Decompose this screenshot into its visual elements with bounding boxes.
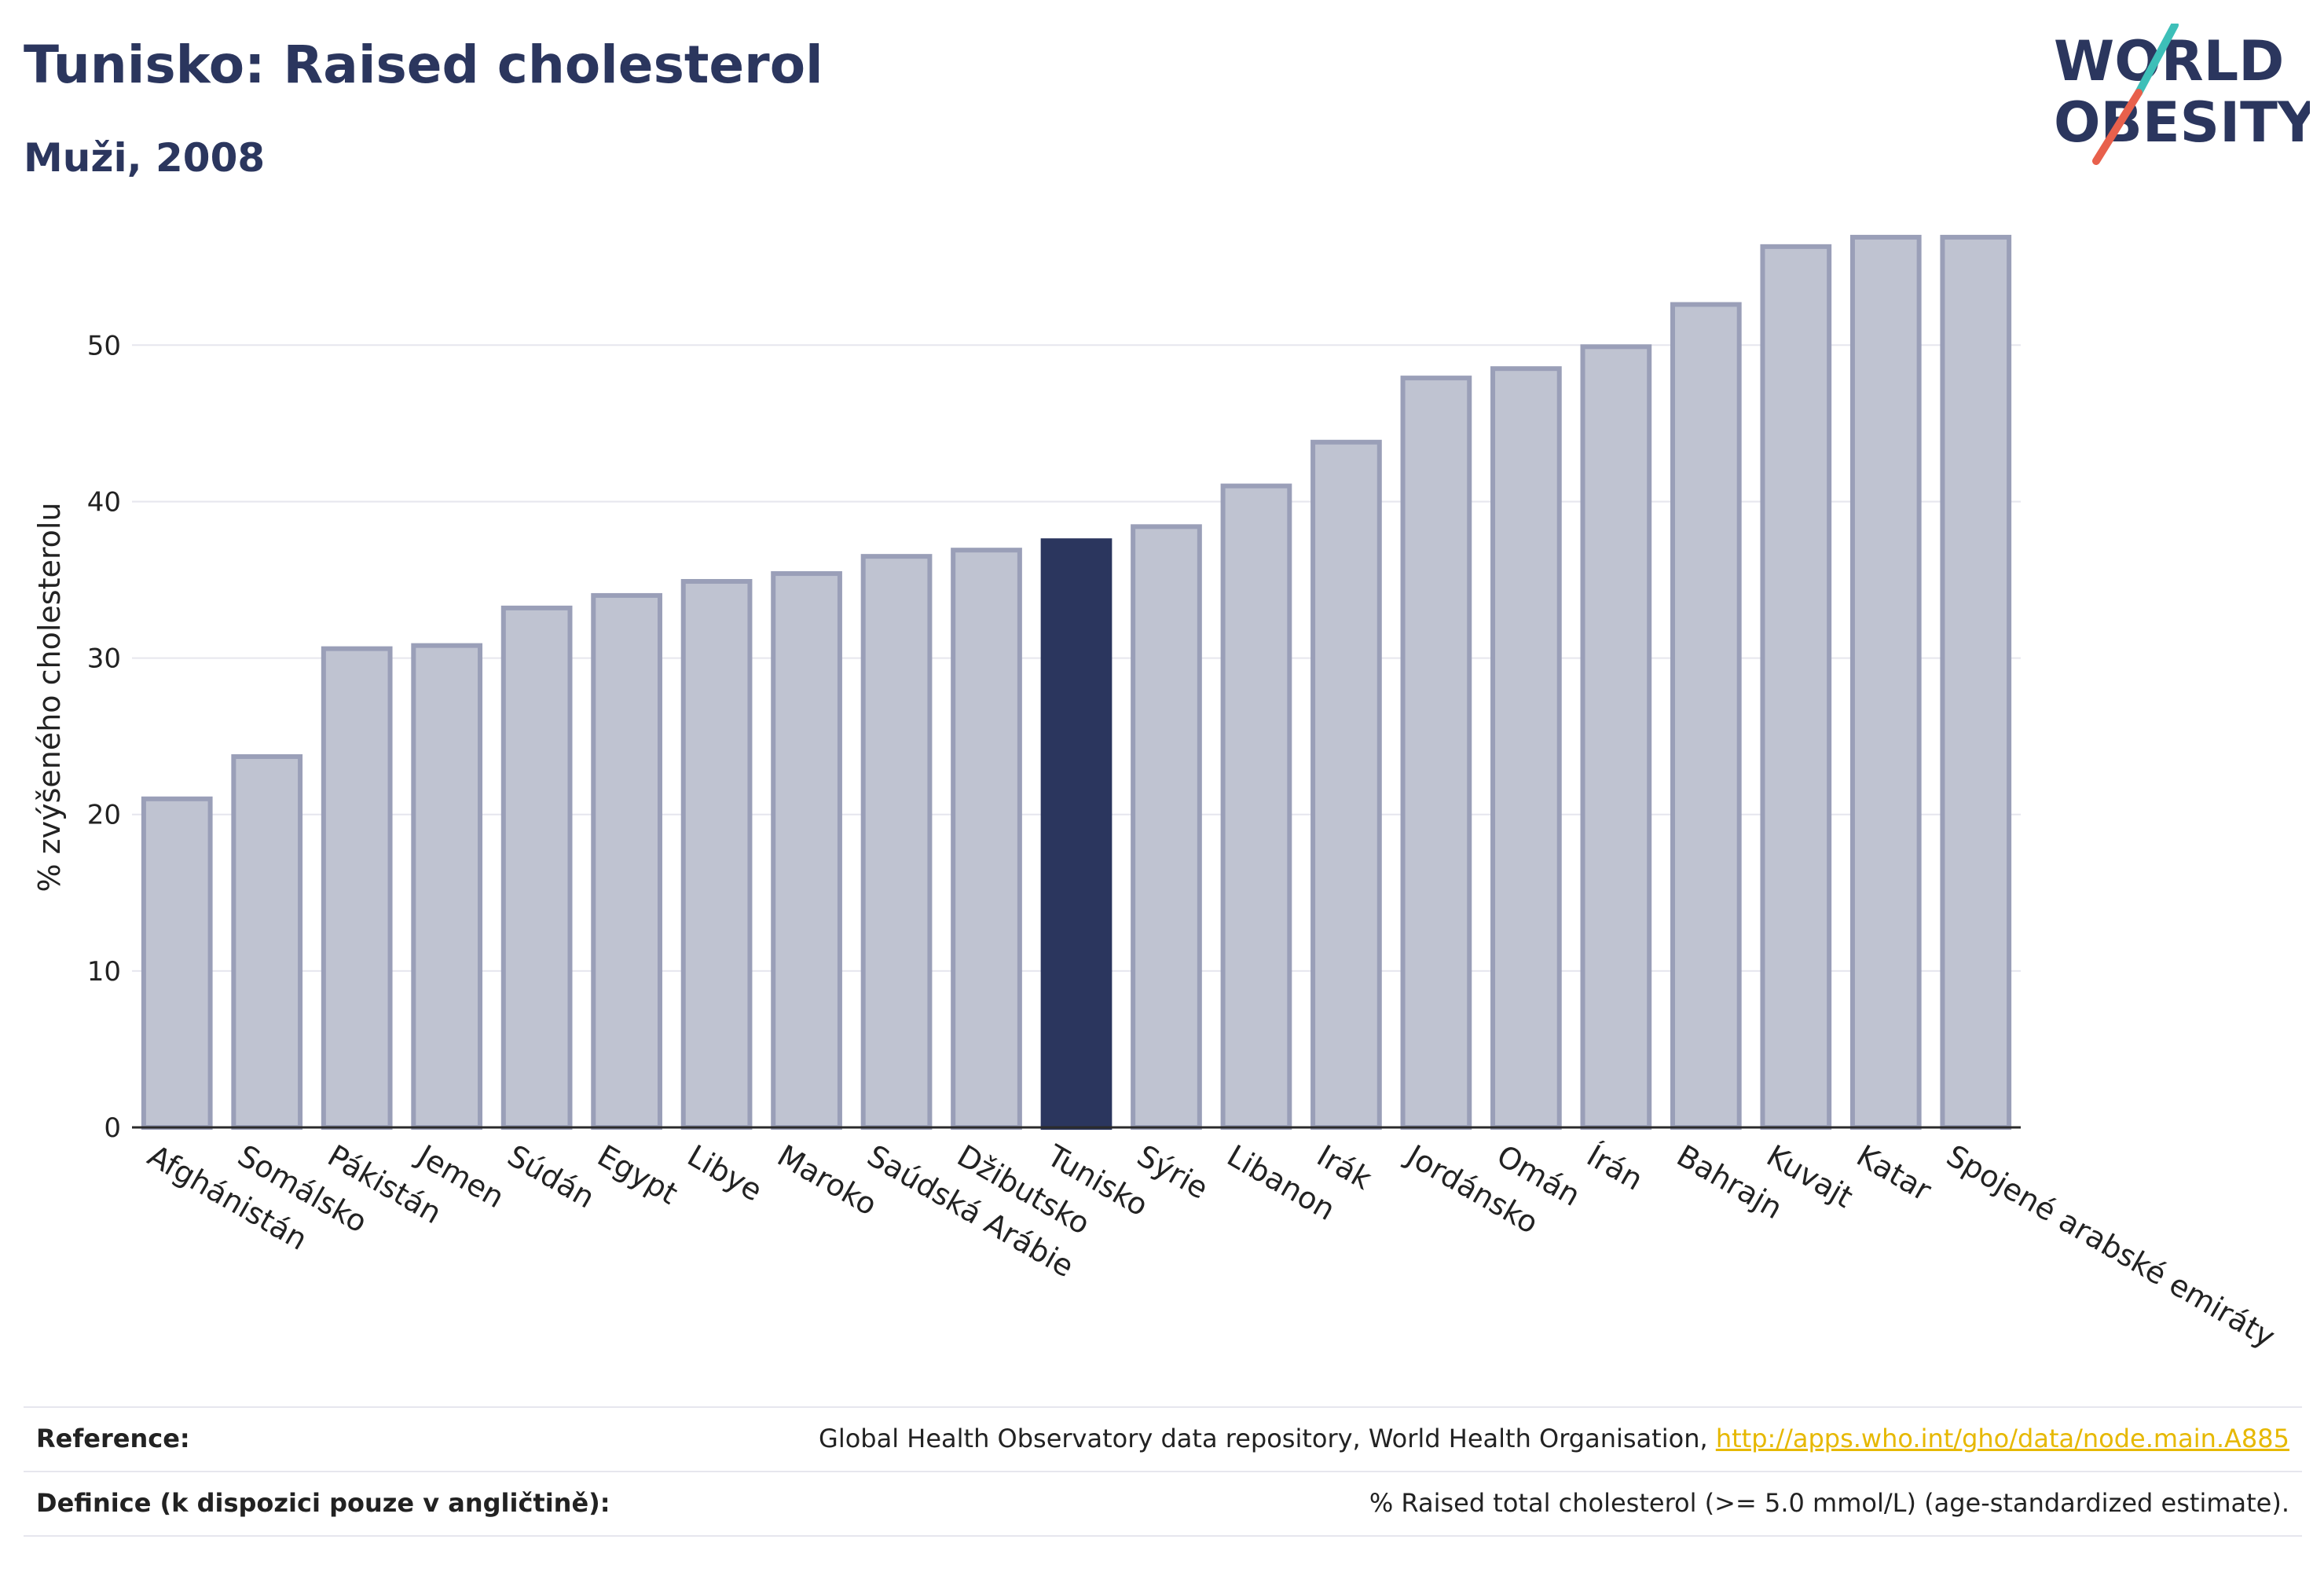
reference-label: Reference:	[36, 1424, 190, 1453]
world-obesity-logo: WORLD OBESITY	[2054, 24, 2310, 165]
y-axis-ticks: 0 10 20 30 40 50	[87, 330, 121, 1144]
bar	[1670, 302, 1742, 1131]
logo-slash-bottom-icon	[2092, 89, 2143, 165]
y-tick-label: 40	[87, 486, 121, 518]
bar	[1131, 524, 1202, 1130]
y-tick-label: 0	[104, 1112, 121, 1144]
bars	[141, 234, 2012, 1131]
y-tick-label: 20	[87, 800, 121, 831]
x-tick-label: Katar	[1851, 1138, 1937, 1208]
y-tick-label: 10	[87, 956, 121, 988]
x-tick-label: Súdán	[502, 1138, 601, 1215]
bar	[771, 571, 842, 1130]
footer-table: Reference: Global Health Observatory dat…	[24, 1406, 2302, 1537]
y-tick-label: 30	[87, 643, 121, 675]
bar-chart: 0 10 20 30 40 50 AfghánistánSomálskoPákistánJ…	[32, 234, 2281, 1354]
bar	[591, 592, 662, 1130]
bar	[680, 579, 753, 1130]
x-tick-label: Spojené arabské emiráty	[1941, 1138, 2281, 1354]
bar	[1849, 234, 1922, 1131]
definition-label: Definice (k dispozici pouze v angličtině…	[36, 1488, 610, 1518]
bar	[1400, 376, 1472, 1130]
page-subtitle: Muži, 2008	[24, 135, 266, 181]
definition-value: % Raised total cholesterol (>= 5.0 mmol/…	[1369, 1488, 2289, 1518]
bar	[231, 754, 303, 1130]
bar	[1580, 344, 1652, 1131]
reference-link[interactable]: http://apps.who.int/gho/data/node.main.A…	[1715, 1424, 2289, 1453]
page-title: Tunisko: Raised cholesterol	[24, 35, 823, 95]
definition-row: Definice (k dispozici pouze v angličtině…	[24, 1471, 2302, 1537]
y-tick-label: 50	[87, 330, 121, 361]
bar	[141, 796, 213, 1131]
bar	[1310, 439, 1382, 1130]
logo-slash-top-icon	[2135, 24, 2179, 97]
bar	[1220, 483, 1292, 1130]
bar	[321, 646, 393, 1130]
reference-row: Reference: Global Health Observatory dat…	[24, 1406, 2302, 1471]
y-axis-title: % zvýšeného cholesterolu	[32, 502, 67, 892]
bar	[1940, 234, 2012, 1131]
bar	[411, 643, 483, 1130]
x-tick-label: Maroko	[772, 1138, 883, 1222]
bar	[860, 554, 933, 1130]
logo-line2: OBESITY	[2054, 90, 2310, 155]
bar	[1760, 244, 1832, 1131]
bar	[500, 605, 573, 1130]
x-tick-label: Libye	[682, 1138, 768, 1208]
x-axis-labels: AfghánistánSomálskoPákistánJemenSúdánEgy…	[142, 1138, 2281, 1354]
x-tick-label: Egypt	[592, 1138, 684, 1211]
reference-value: Global Health Observatory data repositor…	[819, 1424, 2289, 1453]
bar	[951, 548, 1022, 1130]
x-tick-label: Írán	[1581, 1138, 1648, 1197]
bar	[1490, 366, 1562, 1130]
reference-text: Global Health Observatory data repositor…	[819, 1424, 1716, 1453]
bar-highlight	[1040, 538, 1113, 1130]
